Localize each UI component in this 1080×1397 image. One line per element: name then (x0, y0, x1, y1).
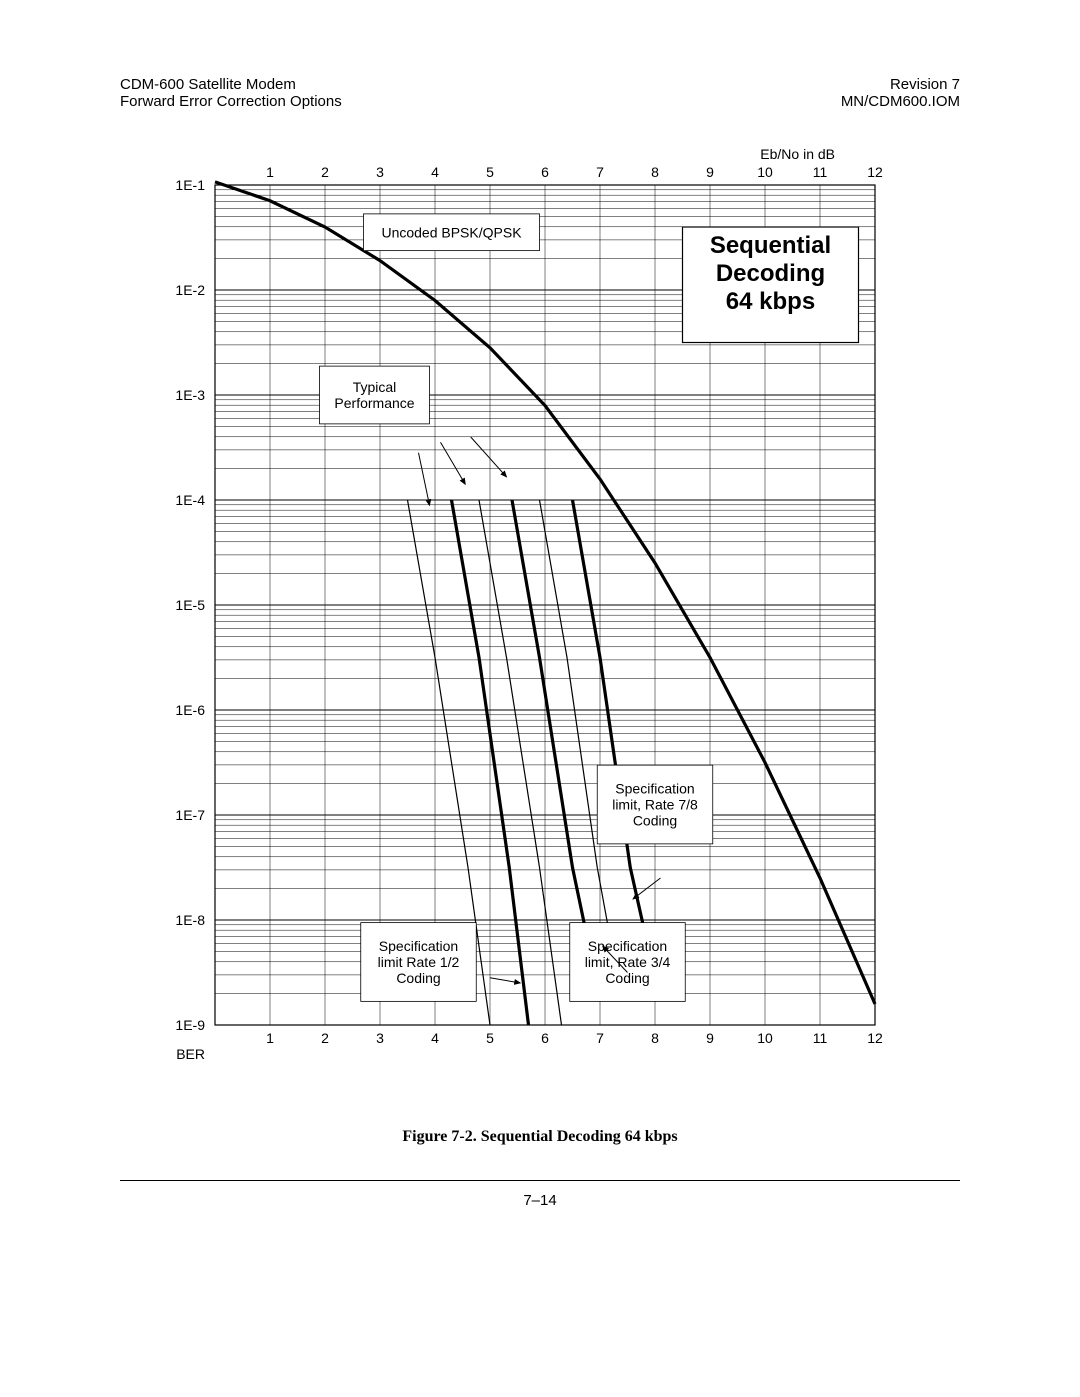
spec78-label-text: limit, Rate 7/8 (612, 797, 698, 813)
page: { "header":{ "left1":"CDM-600 Satellite … (0, 0, 1080, 1397)
svg-text:8: 8 (651, 164, 659, 180)
svg-text:7: 7 (596, 1030, 604, 1046)
svg-text:1E-7: 1E-7 (175, 807, 205, 823)
svg-text:1E-5: 1E-5 (175, 597, 205, 613)
svg-text:9: 9 (706, 1030, 714, 1046)
svg-text:1E-2: 1E-2 (175, 282, 205, 298)
svg-text:12: 12 (867, 164, 883, 180)
svg-text:7: 7 (596, 164, 604, 180)
svg-text:3: 3 (376, 164, 384, 180)
svg-text:1: 1 (266, 164, 274, 180)
chart-title-line: 64 kbps (726, 288, 815, 315)
page-header: CDM-600 Satellite Modem Forward Error Co… (120, 76, 960, 110)
spec34-label-text: Specification (588, 938, 667, 954)
svg-text:1E-1: 1E-1 (175, 177, 205, 193)
header-left-1: CDM-600 Satellite Modem (120, 76, 342, 93)
svg-text:12: 12 (867, 1030, 883, 1046)
svg-text:1E-6: 1E-6 (175, 702, 205, 718)
typical-label-text: Typical (353, 379, 397, 395)
footer-rule (120, 1180, 960, 1181)
uncoded-label-text: Uncoded BPSK/QPSK (381, 224, 522, 240)
svg-text:2: 2 (321, 1030, 329, 1046)
spec78-label-text: Specification (615, 781, 694, 797)
figure-caption: Figure 7-2. Sequential Decoding 64 kbps (0, 1128, 1080, 1146)
svg-text:3: 3 (376, 1030, 384, 1046)
spec12-label-text: limit Rate 1/2 (378, 954, 460, 970)
svg-text:11: 11 (813, 164, 828, 180)
svg-text:2: 2 (321, 164, 329, 180)
svg-text:5: 5 (486, 1030, 494, 1046)
svg-text:1E-4: 1E-4 (175, 492, 205, 508)
chart-title-line: Decoding (716, 260, 825, 287)
svg-text:8: 8 (651, 1030, 659, 1046)
spec12-label-text: Specification (379, 938, 458, 954)
svg-text:4: 4 (431, 1030, 439, 1046)
spec78-label-text: Coding (633, 813, 677, 829)
header-left-2: Forward Error Correction Options (120, 93, 342, 110)
svg-text:5: 5 (486, 164, 494, 180)
svg-text:10: 10 (757, 1030, 773, 1046)
svg-text:4: 4 (431, 164, 439, 180)
chart-title-line: Sequential (710, 232, 831, 259)
typical-label-text: Performance (334, 395, 414, 411)
header-right-2: MN/CDM600.IOM (841, 93, 960, 110)
ber-chart: 112233445566778899101011111212Eb/No in d… (135, 140, 955, 1060)
svg-text:1E-8: 1E-8 (175, 912, 205, 928)
svg-text:BER: BER (176, 1046, 205, 1060)
svg-text:6: 6 (541, 1030, 549, 1046)
svg-text:6: 6 (541, 164, 549, 180)
svg-text:1E-9: 1E-9 (175, 1017, 205, 1033)
svg-text:10: 10 (757, 164, 773, 180)
svg-text:1E-3: 1E-3 (175, 387, 205, 403)
spec34-label-text: limit, Rate 3/4 (585, 954, 671, 970)
page-number: 7–14 (0, 1192, 1080, 1209)
svg-text:11: 11 (813, 1030, 828, 1046)
spec12-label-text: Coding (396, 970, 440, 986)
svg-text:9: 9 (706, 164, 714, 180)
svg-text:Eb/No in dB: Eb/No in dB (760, 146, 835, 162)
header-right-1: Revision 7 (841, 76, 960, 93)
svg-text:1: 1 (266, 1030, 274, 1046)
